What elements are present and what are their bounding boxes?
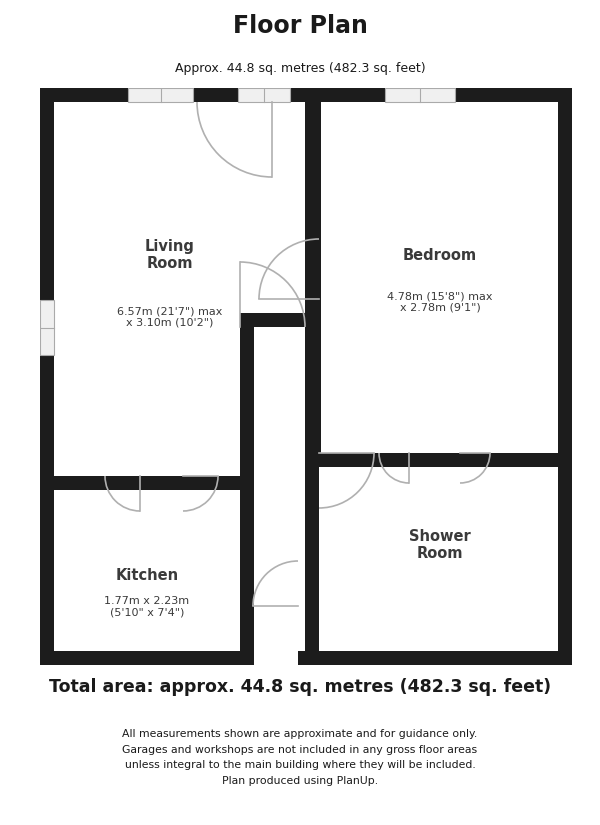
Bar [460,453,558,467]
Bar [305,453,319,665]
Bar [385,88,455,102]
Text: 6.57m (21'7") max
x 3.10m (10'2"): 6.57m (21'7") max x 3.10m (10'2") [118,306,223,328]
Bar [128,88,193,102]
Text: Approx. 44.8 sq. metres (482.3 sq. feet): Approx. 44.8 sq. metres (482.3 sq. feet) [175,62,425,75]
Bar [40,300,54,355]
Bar [40,88,54,665]
Text: Shower
Room: Shower Room [409,529,471,561]
Text: Kitchen: Kitchen [115,568,179,582]
Bar [305,453,572,467]
Bar [240,313,254,476]
Text: All measurements shown are approximate and for guidance only.
Garages and worksh: All measurements shown are approximate a… [122,729,478,785]
Bar [40,476,254,490]
Bar [319,453,409,467]
Text: 4.78m (15'8") max
x 2.78m (9'1"): 4.78m (15'8") max x 2.78m (9'1") [387,291,493,313]
Bar [558,88,572,665]
Text: Bedroom: Bedroom [403,248,477,262]
Bar [305,88,321,465]
Bar [128,88,193,102]
Bar [238,88,290,102]
Text: 1.77m x 2.23m
(5'10" x 7'4"): 1.77m x 2.23m (5'10" x 7'4") [104,596,190,618]
Bar [240,313,319,327]
Bar [298,651,572,665]
Text: Floor Plan: Floor Plan [233,14,367,39]
Text: Total area: approx. 44.8 sq. metres (482.3 sq. feet): Total area: approx. 44.8 sq. metres (482… [49,678,551,695]
Bar [40,651,254,665]
Bar [240,476,254,665]
Bar [385,88,455,102]
Bar [40,88,572,102]
Bar [238,88,290,102]
Text: Living
Room: Living Room [145,238,195,271]
